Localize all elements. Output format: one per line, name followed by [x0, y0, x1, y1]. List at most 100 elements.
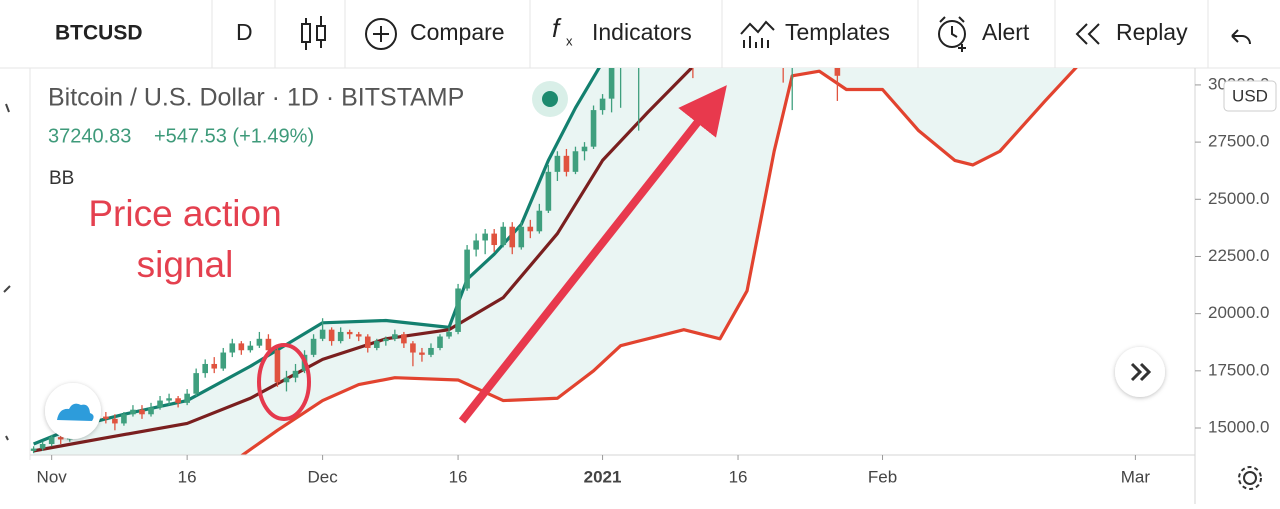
x-tick-label: 16 [449, 467, 468, 486]
annotation-arrow [458, 85, 727, 424]
candle-body [310, 338, 317, 355]
candle-body [401, 334, 407, 344]
candle-body [536, 210, 543, 232]
y-tick-label: 15000.0 [1208, 417, 1269, 436]
replay-icon[interactable] [1075, 23, 1100, 45]
candle-body [500, 226, 507, 246]
indicator-label[interactable]: BB [49, 168, 74, 189]
x-tick-label: Nov [37, 467, 68, 486]
candle-body [608, 68, 615, 99]
candle-body [563, 155, 570, 172]
candle-body [57, 437, 64, 440]
toolbar: BTCUSD D Compare f x Indicators Template… [0, 0, 1280, 69]
candle-body [238, 343, 245, 351]
candle-body [383, 338, 389, 342]
logo-icon [57, 403, 94, 421]
candle-body [229, 343, 236, 353]
candle-body [247, 345, 254, 351]
candle-body [527, 226, 534, 232]
candle-body [446, 331, 452, 337]
candle-body [392, 334, 398, 339]
candle-body [554, 155, 561, 172]
candle-body [211, 363, 218, 369]
candle-body [328, 329, 335, 342]
candle-body [509, 226, 516, 248]
x-tick-label: Dec [307, 467, 338, 486]
left-tools[interactable] [3, 103, 11, 441]
candle-body [319, 329, 326, 339]
candle-body [193, 373, 199, 394]
templates-icon[interactable] [740, 20, 775, 48]
candle-body [220, 352, 227, 369]
x-tick-label: Feb [868, 467, 897, 486]
candle-body [346, 331, 353, 335]
axis-layer: 15000.0 17500.0 20000.0 22500.0 25000.0 27500… [37, 74, 1270, 486]
candle-body [139, 409, 145, 415]
candle-body [455, 288, 461, 332]
y-tick-label: 25000.0 [1208, 189, 1269, 208]
y-tick-label: 22500.0 [1208, 246, 1269, 265]
candle-body [545, 171, 552, 211]
candle-body [590, 110, 597, 147]
candle-body [39, 444, 46, 449]
candle-body [572, 151, 579, 172]
candle-body [599, 98, 606, 111]
candle-body [337, 331, 344, 342]
band-fill-layer [33, 68, 1082, 455]
candle-body [437, 336, 443, 348]
y-tick-label: 27500.0 [1208, 132, 1269, 151]
band-fill [33, 68, 1082, 455]
candle-body [48, 437, 55, 445]
replay-button[interactable]: Replay [1116, 19, 1188, 45]
currency-badge[interactable] [1223, 80, 1277, 112]
indicators-button[interactable]: Indicators [592, 19, 692, 45]
settings-button[interactable] [1238, 466, 1262, 490]
scroll-right-icon [1130, 362, 1152, 382]
candle-body [274, 350, 281, 383]
candle-body [283, 377, 290, 383]
candle-body [30, 448, 37, 451]
price-change: +547.53 (+1.49%) [154, 125, 314, 147]
x-tick-label: Mar [1121, 467, 1151, 486]
bollinger-line [33, 68, 601, 446]
candle-body [355, 334, 362, 337]
candle-icon[interactable] [301, 16, 326, 50]
candle-body [419, 352, 425, 355]
currency-label[interactable]: USD [1232, 86, 1268, 105]
alert-button[interactable]: Alert [982, 19, 1030, 45]
candle-body [202, 363, 209, 374]
candle-body [482, 233, 488, 241]
compare-button[interactable]: Compare [410, 19, 505, 45]
x-tick-label: 2021 [584, 467, 622, 486]
undo-button[interactable] [1231, 29, 1251, 45]
candle-body [175, 398, 181, 403]
alert-icon[interactable] [938, 16, 966, 52]
candle-body [166, 398, 172, 401]
candle-body [473, 240, 479, 250]
market-status-dot[interactable] [542, 91, 558, 107]
compare-icon[interactable] [365, 18, 397, 50]
candle-body [581, 146, 588, 152]
indicators-icon-sub[interactable]: x [566, 33, 573, 48]
bollinger-line [239, 68, 1078, 455]
templates-button[interactable]: Templates [785, 19, 890, 45]
candle-body [148, 407, 154, 415]
x-tick-label: 16 [178, 467, 197, 486]
annotation-text: Price action [88, 193, 281, 234]
interval-button[interactable]: D [236, 19, 253, 45]
candle-body [103, 416, 109, 419]
candle-body [292, 370, 299, 378]
symbol-button[interactable]: BTCUSD [55, 22, 143, 45]
annotation-text: signal [137, 244, 234, 285]
candle-body [130, 409, 136, 415]
candle-body [834, 68, 841, 76]
indicators-icon[interactable]: f [552, 13, 562, 43]
candle-body [373, 341, 380, 348]
candle-body [491, 233, 497, 246]
x-tick-label: 16 [729, 467, 748, 486]
y-tick-label: 20000.0 [1208, 303, 1269, 322]
candle-body [184, 393, 190, 403]
candle-body [464, 249, 470, 289]
